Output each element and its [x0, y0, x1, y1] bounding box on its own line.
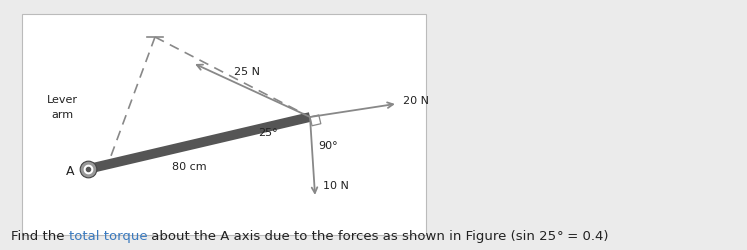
Text: total torque: total torque: [69, 230, 147, 242]
Text: 25 N: 25 N: [235, 67, 261, 77]
Text: 20 N: 20 N: [403, 96, 429, 106]
Text: arm: arm: [51, 110, 73, 120]
Text: = 0.4): = 0.4): [563, 230, 609, 242]
Text: Lever: Lever: [46, 94, 78, 104]
Text: 25°: 25°: [258, 128, 278, 138]
Text: 80 cm: 80 cm: [172, 161, 206, 171]
Text: Find the: Find the: [11, 230, 69, 242]
Text: °: °: [557, 230, 563, 242]
Text: 90°: 90°: [318, 140, 338, 150]
Text: about the A axis due to the forces as shown in Figure (sin 25: about the A axis due to the forces as sh…: [147, 230, 557, 242]
Bar: [22, 15, 426, 235]
Text: 10 N: 10 N: [323, 180, 349, 190]
Text: A: A: [66, 165, 74, 178]
